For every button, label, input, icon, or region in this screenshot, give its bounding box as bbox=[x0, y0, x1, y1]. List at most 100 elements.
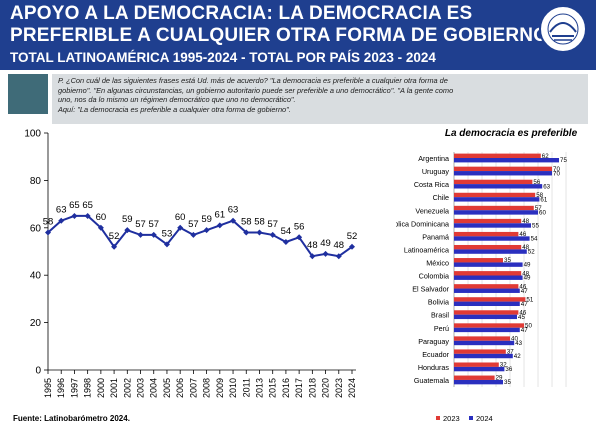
data-point bbox=[296, 234, 303, 241]
bar-2024 bbox=[454, 275, 523, 280]
y-tick-label: 80 bbox=[30, 176, 42, 187]
x-tick-label: 2010 bbox=[228, 378, 238, 398]
question-text: P. ¿Con cuál de las siguientes frases es… bbox=[52, 74, 588, 124]
bar-2024 bbox=[454, 366, 505, 372]
data-point bbox=[349, 243, 355, 250]
header-banner: APOYO A LA DEMOCRACIA: LA DEMOCRACIA ES … bbox=[0, 0, 596, 70]
bar-value-label: 45 bbox=[518, 314, 525, 321]
bar-2024 bbox=[454, 249, 527, 254]
y-tick-label: 0 bbox=[35, 366, 41, 377]
category-label: Panamá bbox=[422, 232, 449, 241]
data-point bbox=[45, 229, 51, 236]
data-label: 56 bbox=[294, 221, 305, 232]
category-label: Guatemala bbox=[414, 376, 449, 385]
bar-value-label: 47 bbox=[521, 288, 528, 295]
x-tick-label: 1997 bbox=[69, 378, 79, 398]
data-point bbox=[203, 227, 210, 234]
bar-value-label: 32 bbox=[500, 362, 507, 369]
bar-2024 bbox=[454, 171, 552, 176]
x-tick-label: 1996 bbox=[56, 378, 66, 398]
bar-value-label: 35 bbox=[504, 379, 511, 386]
data-point bbox=[190, 231, 197, 238]
data-point bbox=[282, 239, 289, 246]
bar-value-label: 61 bbox=[540, 196, 547, 203]
bar-2024 bbox=[454, 262, 523, 267]
bar-2024 bbox=[454, 158, 559, 163]
bar-2024 bbox=[454, 288, 520, 293]
bar-value-label: 36 bbox=[505, 366, 512, 373]
series-line bbox=[47, 214, 353, 258]
data-label: 60 bbox=[175, 212, 186, 223]
x-tick-label: 2016 bbox=[281, 378, 291, 398]
bar-value-label: 48 bbox=[522, 270, 529, 277]
category-label: Chile bbox=[433, 193, 449, 202]
bar-2024 bbox=[454, 223, 531, 228]
data-point bbox=[243, 229, 250, 236]
title-line-1: APOYO A LA DEMOCRACIA: LA DEMOCRACIA ES bbox=[10, 3, 473, 24]
bar-2023 bbox=[454, 218, 522, 224]
bar-value-label: 49 bbox=[524, 275, 531, 282]
bar-2023 bbox=[454, 166, 552, 172]
data-label: 52 bbox=[109, 231, 120, 242]
bar-2024 bbox=[454, 327, 520, 333]
x-tick-label: 2001 bbox=[109, 378, 119, 398]
y-tick-label: 40 bbox=[30, 271, 42, 282]
x-tick-label: 2020 bbox=[321, 378, 331, 398]
data-point bbox=[230, 217, 237, 224]
bar-2024 bbox=[454, 301, 520, 307]
x-tick-label: 1998 bbox=[83, 378, 93, 398]
title-line-2: PREFERIBLE A CUALQUIER OTRA FORMA DE GOB… bbox=[10, 25, 549, 46]
latinobarometro-logo bbox=[539, 5, 587, 53]
data-label: 58 bbox=[254, 217, 265, 228]
bar-2024 bbox=[454, 236, 530, 241]
data-label: 65 bbox=[69, 200, 80, 211]
x-tick-label: 2006 bbox=[175, 378, 185, 398]
data-point bbox=[137, 231, 144, 238]
bar-value-label: 46 bbox=[519, 231, 526, 238]
x-tick-label: 2009 bbox=[215, 378, 225, 398]
subtitle: TOTAL LATINOAMÉRICA 1995-2024 - TOTAL PO… bbox=[10, 50, 436, 65]
data-label: 57 bbox=[267, 219, 278, 230]
x-tick-label: 2018 bbox=[307, 378, 317, 398]
bar-value-label: 55 bbox=[532, 222, 539, 229]
category-label: Colombia bbox=[419, 272, 449, 281]
category-label: Honduras bbox=[418, 363, 450, 372]
data-label: 53 bbox=[162, 228, 173, 239]
y-tick-label: 100 bbox=[24, 129, 41, 140]
bar-value-label: 57 bbox=[535, 205, 542, 212]
x-tick-label: 2008 bbox=[202, 378, 212, 398]
x-tick-label: 2002 bbox=[122, 378, 132, 398]
x-tick-label: 2024 bbox=[347, 378, 357, 398]
bar-2023 bbox=[454, 205, 534, 211]
data-point bbox=[111, 243, 118, 250]
bar-2023 bbox=[454, 323, 524, 328]
data-label: 63 bbox=[228, 205, 239, 216]
data-label: 57 bbox=[135, 219, 146, 230]
data-point bbox=[163, 241, 170, 248]
data-point bbox=[216, 222, 223, 229]
bar-2023 bbox=[454, 349, 506, 354]
data-label: 57 bbox=[188, 219, 199, 230]
bar-2023 bbox=[454, 362, 499, 367]
bar-value-label: 62 bbox=[542, 153, 549, 160]
x-tick-label: 2005 bbox=[162, 378, 172, 398]
data-label: 54 bbox=[281, 226, 292, 237]
data-label: 60 bbox=[96, 212, 107, 223]
data-label: 65 bbox=[82, 200, 93, 211]
question-line-4: Aquí: "La democracia es preferible a cua… bbox=[58, 104, 291, 114]
bar-2024 bbox=[454, 210, 538, 215]
bar-2024 bbox=[454, 340, 515, 346]
bar-value-label: 47 bbox=[521, 301, 528, 308]
bar-value-label: 63 bbox=[543, 183, 550, 190]
x-tick-label: 2023 bbox=[334, 378, 344, 398]
question-line-2: gobierno". "En algunas circunstancias, u… bbox=[58, 85, 454, 95]
data-label: 59 bbox=[201, 214, 212, 225]
bar-value-label: 43 bbox=[515, 340, 522, 347]
bar-value-label: 51 bbox=[526, 296, 533, 303]
data-label: 58 bbox=[241, 217, 252, 228]
bar-value-label: 50 bbox=[525, 323, 532, 330]
x-tick-label: 2011 bbox=[241, 378, 251, 397]
bar-value-label: 48 bbox=[522, 218, 529, 225]
bar-2024 bbox=[454, 379, 503, 385]
